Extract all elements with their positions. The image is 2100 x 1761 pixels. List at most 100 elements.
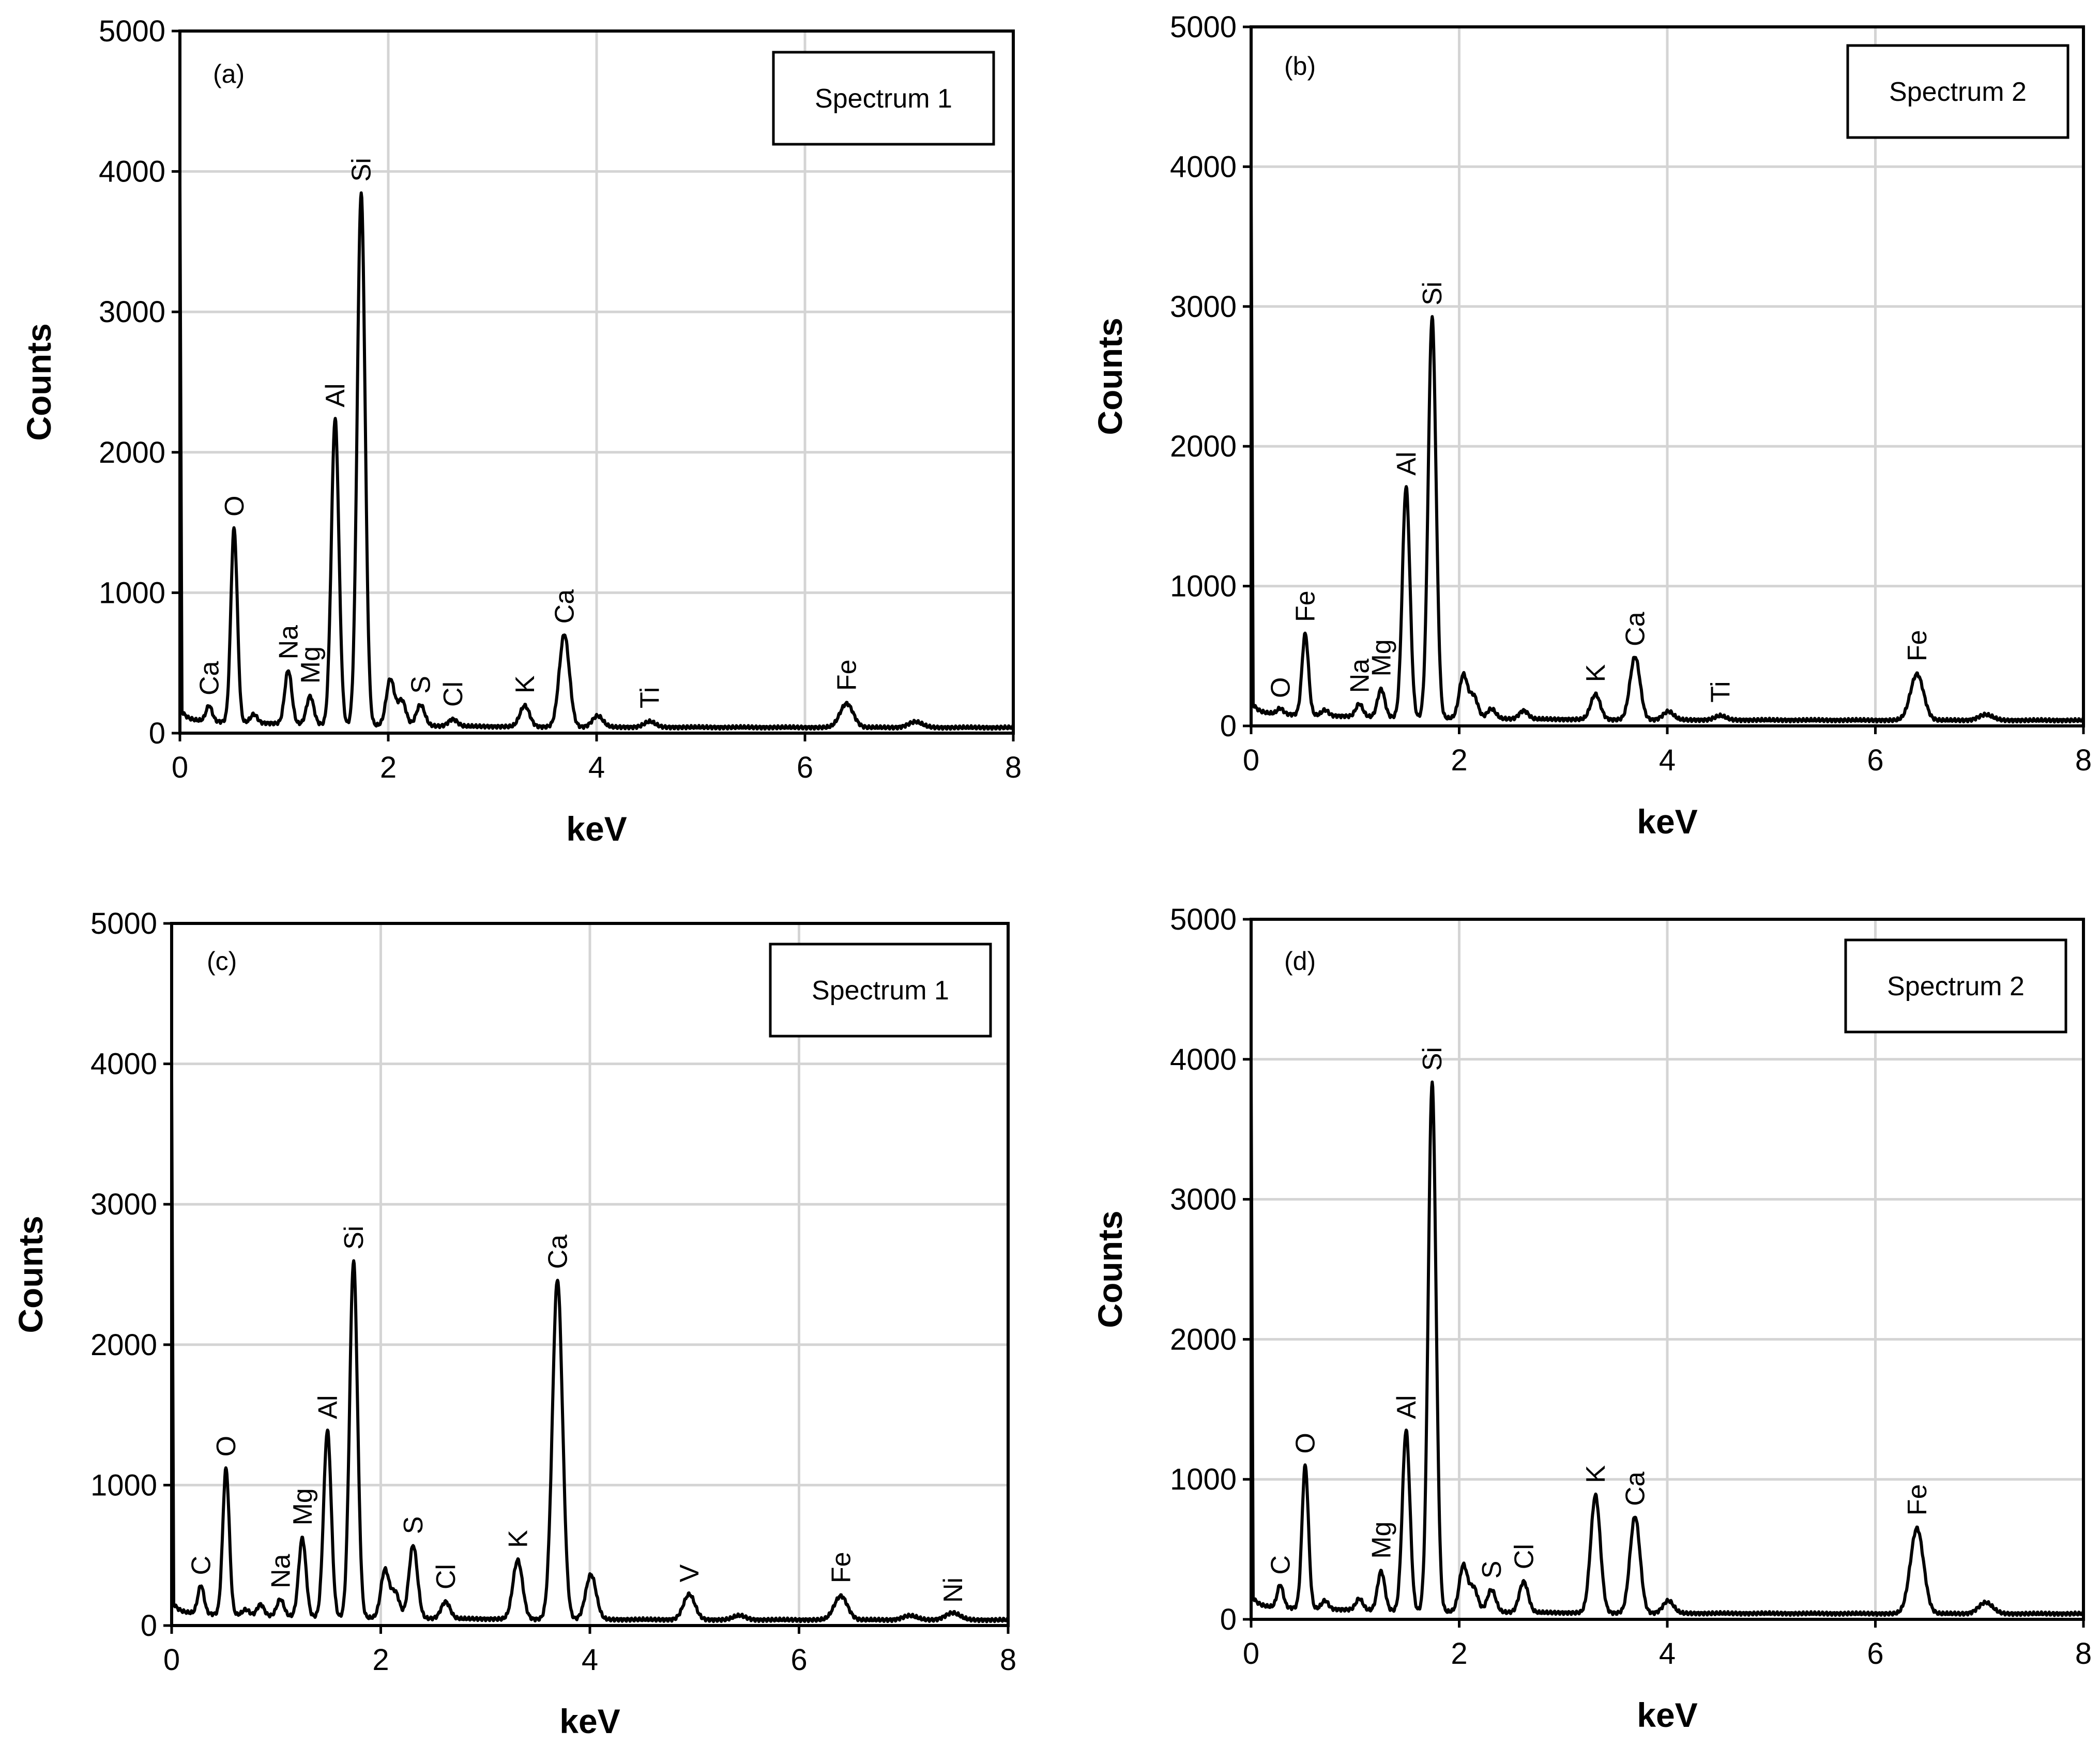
y-tick-label: 2000 (99, 436, 165, 469)
peak-label-si: Si (347, 158, 377, 181)
panel-label: (c) (207, 947, 237, 976)
legend-box (1844, 938, 2067, 1034)
y-axis-label: Counts (20, 323, 58, 441)
x-tick-label: 2 (372, 1643, 389, 1677)
peak-label-ca: Ca (1621, 1471, 1651, 1506)
peak-label-al: Al (1392, 452, 1422, 476)
peak-label-ti: Ti (635, 687, 665, 708)
x-tick-label: 2 (1451, 1637, 1467, 1671)
y-tick-label: 4000 (1170, 150, 1237, 184)
peak-label-s: S (399, 1516, 429, 1535)
peak-label-al: Al (313, 1395, 343, 1419)
y-tick-label: 2000 (1170, 1323, 1237, 1356)
peak-label-s: S (406, 676, 436, 694)
y-tick-label: 2000 (90, 1328, 157, 1362)
y-tick-label: 3000 (1170, 290, 1237, 324)
y-tick-label: 1000 (1170, 570, 1237, 603)
peak-label-ca: Ca (194, 661, 224, 695)
y-tick-label: 5000 (90, 907, 157, 940)
peak-label-cl: Cl (431, 1564, 461, 1589)
peak-label-mg: Mg (296, 646, 326, 684)
peak-label-o: O (1291, 1433, 1321, 1453)
panel-label: (a) (213, 59, 245, 88)
peak-label-c: C (1266, 1555, 1296, 1575)
peak-label-mg: Mg (1367, 1522, 1397, 1559)
x-tick-label: 6 (797, 751, 813, 784)
x-tick-label: 0 (1243, 1637, 1259, 1671)
peak-label-ca: Ca (1621, 612, 1651, 646)
y-tick-label: 3000 (99, 295, 165, 329)
legend-label: Spectrum 1 (815, 84, 952, 114)
panel-d: 0 1000 2000 3000 4000 5000 0 2 4 6 8 keV Counts C O Mg A… (1091, 903, 2092, 1734)
peak-label-na: Na (266, 1554, 296, 1588)
legend-label: Spectrum 2 (1889, 77, 2027, 107)
x-axis-label: keV (566, 810, 627, 848)
panel-label: (b) (1284, 52, 1316, 81)
x-tick-label: 6 (790, 1643, 807, 1677)
y-tick-label: 5000 (99, 14, 165, 48)
peak-label-fe: Fe (1903, 1484, 1932, 1516)
y-tick-label: 3000 (90, 1188, 157, 1221)
y-tick-label: 0 (141, 1609, 157, 1643)
x-axis-label: keV (1637, 1696, 1697, 1734)
peak-label-fe: Fe (1291, 590, 1321, 622)
peak-label-ni: Ni (938, 1577, 968, 1603)
peak-label-si: Si (339, 1226, 369, 1250)
y-tick-label: 2000 (1170, 430, 1237, 463)
peak-label-na: Na (274, 625, 304, 660)
peak-label-fe: Fe (1903, 630, 1932, 661)
y-tick-label: 0 (1220, 709, 1237, 743)
x-tick-label: 6 (1867, 743, 1883, 777)
peak-label-o: O (220, 496, 250, 517)
x-tick-label: 8 (1000, 1643, 1016, 1677)
y-tick-label: 1000 (90, 1468, 157, 1502)
y-tick-label: 0 (1220, 1603, 1237, 1636)
x-tick-label: 8 (2075, 1637, 2092, 1671)
peak-label-mg: Mg (1367, 639, 1397, 676)
y-axis-label: Counts (11, 1216, 50, 1333)
peak-label-ca: Ca (543, 1235, 573, 1269)
y-tick-label: 4000 (90, 1048, 157, 1081)
peak-label-s: S (1477, 1560, 1507, 1578)
panel-c: 0 1000 2000 3000 4000 5000 0 2 4 6 8 keV Counts C O Na M… (11, 907, 1016, 1740)
peak-label-si: Si (1418, 282, 1448, 306)
y-axis-label: Counts (1091, 1210, 1129, 1328)
peak-label-si: Si (1418, 1047, 1448, 1071)
peak-label-k: K (1581, 1465, 1611, 1483)
peak-label-c: C (187, 1556, 217, 1575)
x-tick-label: 0 (1243, 743, 1259, 777)
series-line-spectrum-1 (178, 185, 1015, 731)
y-tick-label: 0 (149, 717, 165, 750)
peak-label-na: Na (1345, 659, 1375, 693)
y-axis-label: Counts (1091, 317, 1129, 435)
panel-a: 0 1000 2000 3000 4000 5000 0 2 4 6 8 keV Counts Ca O Na… (20, 14, 1022, 848)
peak-label-k: K (510, 675, 540, 693)
peak-label-v: V (675, 1564, 705, 1582)
x-tick-label: 6 (1867, 1637, 1883, 1671)
series-line-spectrum-2 (1250, 180, 2085, 724)
y-tick-label: 1000 (1170, 1463, 1237, 1496)
x-axis-label: keV (1637, 802, 1697, 841)
peak-label-al: Al (321, 384, 351, 407)
peak-label-fe: Fe (832, 659, 862, 691)
peak-label-mg: Mg (288, 1488, 318, 1525)
panel-label: (d) (1284, 947, 1316, 976)
legend-label: Spectrum 2 (1887, 971, 2025, 1001)
peak-label-o: O (211, 1436, 241, 1456)
peak-label-fe: Fe (826, 1552, 856, 1583)
legend-box (1846, 44, 2069, 139)
y-tick-label: 3000 (1170, 1183, 1237, 1217)
peak-label-ti: Ti (1706, 681, 1736, 702)
panel-b: 0 1000 2000 3000 4000 5000 0 2 4 6 8 keV Counts O Fe Na… (1091, 10, 2092, 841)
x-tick-label: 8 (2075, 743, 2092, 777)
peak-label-al: Al (1392, 1395, 1422, 1419)
x-tick-label: 2 (380, 751, 397, 784)
peak-label-cl: Cl (1509, 1544, 1539, 1569)
peak-label-k: K (1581, 664, 1611, 682)
y-tick-label: 4000 (99, 155, 165, 189)
series-line-spectrum-1 (170, 1077, 1010, 1623)
x-tick-label: 4 (588, 751, 605, 784)
legend-box (769, 943, 992, 1038)
y-tick-label: 5000 (1170, 10, 1237, 44)
